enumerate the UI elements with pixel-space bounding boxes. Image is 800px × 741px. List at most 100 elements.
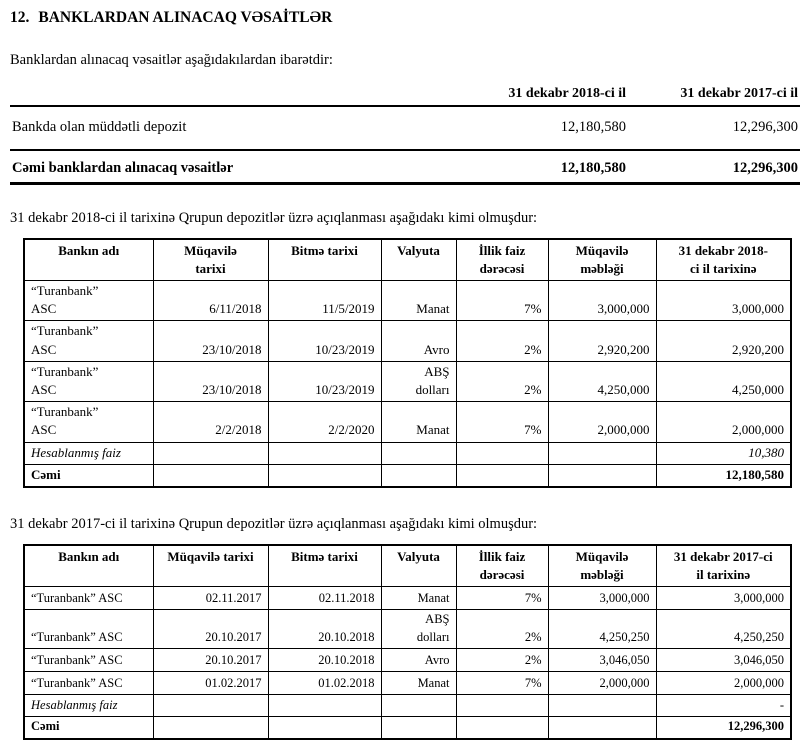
total-value-2017: 12,296,300 <box>628 150 800 185</box>
empty-cell <box>267 463 382 488</box>
section-title: 12. BANKLARDAN ALINACAQ VƏSAİTLƏR <box>10 9 790 27</box>
empty-cell <box>455 716 549 740</box>
table-row: “Turanbank” ASC 20.10.2017 20.10.2018 Av… <box>23 648 792 673</box>
balance-cell: 3,000,000 <box>655 280 792 322</box>
col-maturity-date: Bitmə tarixi <box>267 544 382 588</box>
bank-name-cell: “Turanbank” ASC <box>23 586 154 611</box>
maturity-date-cell: 2/2/2020 <box>267 401 382 443</box>
rate-cell: 2% <box>455 648 549 673</box>
deposits-2018-table: Bankın adı Müqavilə tarixi Bitmə tarixi … <box>23 238 792 488</box>
table-row: Bankda olan müddətli depozit 12,180,580 … <box>10 106 800 151</box>
rate-cell: 2% <box>455 320 549 362</box>
contract-date-cell: 6/11/2018 <box>152 280 269 322</box>
summary-col-2018: 31 dekabr 2018-ci il <box>460 86 628 107</box>
contract-date-cell: 20.10.2017 <box>152 609 269 650</box>
col-currency: Valyuta <box>380 544 457 588</box>
rate-cell: 2% <box>455 609 549 650</box>
section-title-text: BANKLARDAN ALINACAQ VƏSAİTLƏR <box>38 9 333 26</box>
maturity-date-cell: 01.02.2018 <box>267 671 382 696</box>
accrued-label: Hesablanmış faiz <box>23 441 154 465</box>
amount-cell: 4,250,000 <box>547 360 657 403</box>
total-value-2018: 12,180,580 <box>460 150 628 185</box>
bank-name-cell: “Turanbank” ASC <box>23 360 154 403</box>
rate-cell: 7% <box>455 671 549 696</box>
rate-cell: 7% <box>455 401 549 443</box>
summary-table: 31 dekabr 2018-ci il 31 dekabr 2017-ci i… <box>10 86 800 185</box>
maturity-date-cell: 02.11.2018 <box>267 586 382 611</box>
summary-header-row: 31 dekabr 2018-ci il 31 dekabr 2017-ci i… <box>10 86 800 107</box>
col-bank-name: Bankın adı <box>23 238 154 282</box>
total-label: Cəmi banklardan alınacaq vəsaitlər <box>10 150 460 185</box>
empty-cell <box>547 463 657 488</box>
currency-cell: Manat <box>380 401 457 443</box>
col-balance-2017: 31 dekabr 2017-ci il tarixinə <box>655 544 792 588</box>
empty-cell <box>455 463 549 488</box>
amount-cell: 3,046,050 <box>547 648 657 673</box>
currency-cell: Avro <box>380 320 457 362</box>
amount-cell: 4,250,250 <box>547 609 657 650</box>
empty-cell <box>152 441 269 465</box>
empty-cell <box>547 716 657 740</box>
total-label: Cəmi <box>23 463 154 488</box>
bank-name-cell: “Turanbank” ASC <box>23 609 154 650</box>
empty-cell <box>152 463 269 488</box>
contract-date-cell: 23/10/2018 <box>152 320 269 362</box>
col-bank-name: Bankın adı <box>23 544 154 588</box>
bank-name-cell: “Turanbank” ASC <box>23 671 154 696</box>
contract-date-cell: 23/10/2018 <box>152 360 269 403</box>
amount-cell: 3,000,000 <box>547 280 657 322</box>
empty-cell <box>380 463 457 488</box>
empty-cell <box>380 716 457 740</box>
summary-col-2017: 31 dekabr 2017-ci il <box>628 86 800 107</box>
empty-cell <box>455 441 549 465</box>
total-value: 12,180,580 <box>655 463 792 488</box>
contract-date-cell: 01.02.2017 <box>152 671 269 696</box>
col-maturity-date: Bitmə tarixi <box>267 238 382 282</box>
maturity-date-cell: 20.10.2018 <box>267 609 382 650</box>
section-number: 12. <box>10 9 30 26</box>
maturity-date-cell: 10/23/2019 <box>267 320 382 362</box>
empty-cell <box>455 694 549 718</box>
col-contract-amount: Müqavilə məbləği <box>547 238 657 282</box>
balance-cell: 2,000,000 <box>655 671 792 696</box>
total-value: 12,296,300 <box>655 716 792 740</box>
table-row: “Turanbank” ASC 02.11.2017 02.11.2018 Ma… <box>23 586 792 611</box>
rate-cell: 7% <box>455 280 549 322</box>
amount-cell: 2,920,200 <box>547 320 657 362</box>
col-contract-amount: Müqavilə məbləği <box>547 544 657 588</box>
table-header-row: Bankın adı Müqavilə tarixi Bitmə tarixi … <box>23 544 792 588</box>
currency-cell: ABŞ dolları <box>380 360 457 403</box>
total-row: Cəmi 12,180,580 <box>23 463 792 488</box>
table-row: “Turanbank” ASC 6/11/2018 11/5/2019 Mana… <box>23 280 792 322</box>
empty-cell <box>267 716 382 740</box>
empty-cell <box>380 441 457 465</box>
col-balance-2018: 31 dekabr 2018- ci il tarixinə <box>655 238 792 282</box>
amount-cell: 3,000,000 <box>547 586 657 611</box>
row-label: Bankda olan müddətli depozit <box>10 106 460 151</box>
amount-cell: 2,000,000 <box>547 401 657 443</box>
bank-name-cell: “Turanbank” ASC <box>23 648 154 673</box>
currency-cell: ABŞ dolları <box>380 609 457 650</box>
currency-cell: Avro <box>380 648 457 673</box>
balance-cell: 2,000,000 <box>655 401 792 443</box>
rate-cell: 7% <box>455 586 549 611</box>
accrued-value: 10,380 <box>655 441 792 465</box>
bank-name-cell: “Turanbank” ASC <box>23 320 154 362</box>
accrued-value: - <box>655 694 792 718</box>
col-interest-rate: İllik faiz dərəcəsi <box>455 238 549 282</box>
empty-cell <box>547 441 657 465</box>
contract-date-cell: 20.10.2017 <box>152 648 269 673</box>
accrued-interest-row: Hesablanmış faiz 10,380 <box>23 441 792 465</box>
balance-cell: 4,250,000 <box>655 360 792 403</box>
empty-cell <box>267 441 382 465</box>
table-row: “Turanbank” ASC 01.02.2017 01.02.2018 Ma… <box>23 671 792 696</box>
maturity-date-cell: 10/23/2019 <box>267 360 382 403</box>
value-2018: 12,180,580 <box>460 106 628 151</box>
accrued-label: Hesablanmış faiz <box>23 694 154 718</box>
table-row: “Turanbank” ASC 20.10.2017 20.10.2018 AB… <box>23 609 792 650</box>
total-row: Cəmi 12,296,300 <box>23 716 792 740</box>
balance-cell: 4,250,250 <box>655 609 792 650</box>
bank-name-cell: “Turanbank” ASC <box>23 401 154 443</box>
col-contract-date: Müqavilə tarixi <box>152 238 269 282</box>
